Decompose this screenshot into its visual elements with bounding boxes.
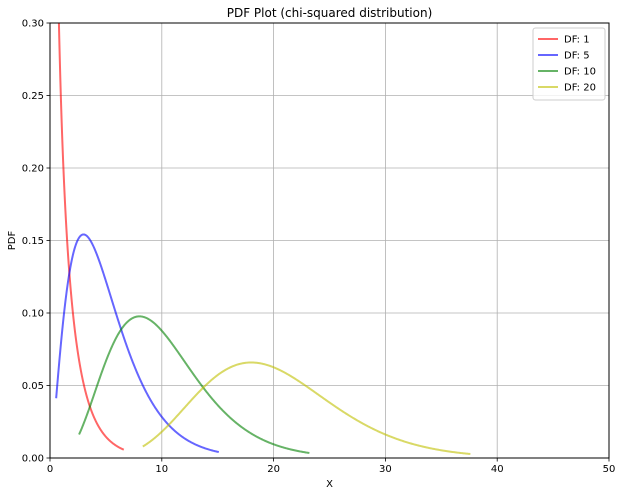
legend: DF: 1 DF: 5 DF: 10 DF: 20 bbox=[532, 27, 606, 101]
y-tick-label: 0.00 bbox=[22, 454, 44, 465]
y-tick-label: 0.30 bbox=[22, 19, 44, 30]
series-line-df-5 bbox=[55, 233, 220, 454]
y-axis-label: PDF bbox=[7, 231, 18, 251]
ticks: 0 10 20 30 40 50 0.00 0.05 0.10 0.15 0.20 0.25 0.30 bbox=[22, 19, 616, 476]
legend-label: DF: 1 bbox=[564, 35, 590, 46]
x-tick-label: 0 bbox=[47, 464, 53, 475]
y-tick-label: 0.05 bbox=[22, 381, 44, 392]
series-line-df-10 bbox=[78, 315, 310, 454]
y-tick-label: 0.20 bbox=[22, 164, 44, 175]
series-line-df-1 bbox=[57, 23, 125, 451]
x-tick-label: 30 bbox=[379, 464, 392, 475]
legend-label: DF: 5 bbox=[564, 51, 590, 62]
legend-label: DF: 10 bbox=[564, 67, 596, 78]
legend-label: DF: 20 bbox=[564, 83, 596, 94]
series-group bbox=[55, 23, 471, 455]
x-tick-label: 40 bbox=[491, 464, 504, 475]
series-line-df-20 bbox=[142, 361, 471, 455]
y-tick-label: 0.10 bbox=[22, 309, 44, 320]
x-axis-label: X bbox=[326, 479, 333, 490]
x-tick-label: 10 bbox=[155, 464, 168, 475]
legend-box bbox=[532, 27, 606, 101]
chart-title: PDF Plot (chi-squared distribution) bbox=[227, 6, 433, 20]
x-tick-label: 50 bbox=[603, 464, 616, 475]
x-tick-label: 20 bbox=[267, 464, 280, 475]
y-tick-label: 0.15 bbox=[22, 236, 44, 247]
y-tick-label: 0.25 bbox=[22, 91, 44, 102]
